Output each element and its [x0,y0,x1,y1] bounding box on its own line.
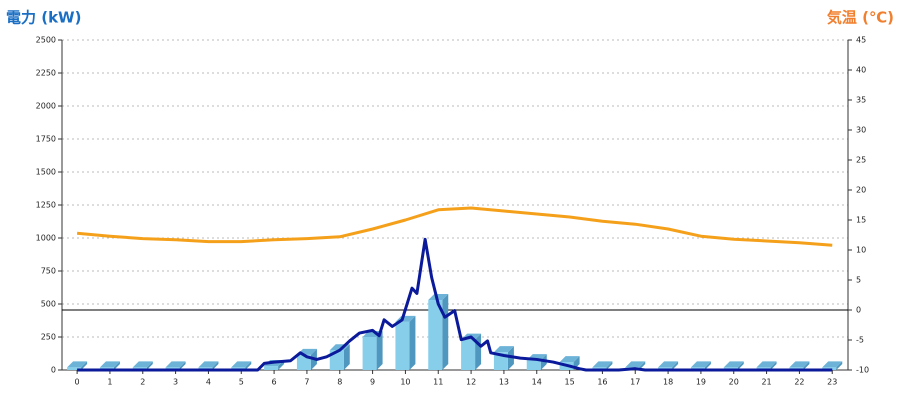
x-tick-label: 22 [794,378,804,387]
x-tick-label: 14 [532,378,542,387]
y2-tick-label: -10 [856,366,869,375]
y2-tick-label: 10 [856,246,866,255]
x-tick-label: 18 [663,378,673,387]
bar-top [822,361,843,368]
bar-top [723,361,744,368]
x-tick-label: 7 [304,378,309,387]
x-tick-label: 11 [433,378,443,387]
x-tick-label: 19 [696,378,706,387]
bar-top [756,361,777,368]
bar-top [592,361,613,368]
y-tick-label: 1500 [36,168,56,177]
bar-side [672,361,679,370]
bar-top [493,346,514,353]
bar [461,339,476,370]
y-tick-label: 2250 [36,69,56,78]
line [77,237,833,372]
bar-side [803,361,810,370]
y-tick-label: 0 [51,366,56,375]
bar [67,367,82,370]
y2-tick-label: 45 [856,36,866,45]
x-tick-label: 16 [597,378,607,387]
line [76,206,833,247]
x-tick-label: 9 [370,378,375,387]
bar-side [146,361,153,370]
x-tick-label: 10 [400,378,410,387]
bar-side [475,333,482,370]
bar [428,300,443,370]
bar-side [81,361,88,370]
bar-top [198,361,219,368]
bar [395,321,410,370]
bar-side [113,361,120,370]
bar-side [704,361,711,370]
bar-side [376,331,383,370]
bar-top [67,361,88,368]
bar-side [639,361,646,370]
bar [264,366,279,370]
x-tick-label: 8 [337,378,342,387]
bar-top [231,361,252,368]
bar-top [99,361,120,368]
bar-side [737,361,744,370]
bar-side [836,361,843,370]
y-axis-title: 電力 (kW) [6,9,81,27]
y-tick-label: 250 [41,333,56,342]
y-tick-label: 2500 [36,36,56,45]
bar-side [343,344,350,370]
y2-tick-label: 30 [856,126,866,135]
x-tick-label: 1 [107,378,112,387]
bar [526,360,541,370]
x-tick-label: 21 [761,378,771,387]
y-tick-label: 1000 [36,234,56,243]
y2-axis-title: 気温 (℃) [827,9,894,27]
bar-top [658,361,679,368]
bar-side [212,361,219,370]
y-tick-label: 2000 [36,102,56,111]
x-tick-label: 6 [272,378,277,387]
bar-top [690,361,711,368]
bar [329,350,344,370]
bar-side [245,361,252,370]
y2-tick-label: 15 [856,216,866,225]
bar-side [179,361,186,370]
y2-tick-label: 20 [856,186,866,195]
bar-side [770,361,777,370]
x-tick-label: 12 [466,378,476,387]
y-tick-label: 1250 [36,201,56,210]
x-tick-label: 5 [239,378,244,387]
bar-side [442,294,449,370]
y-tick-label: 1750 [36,135,56,144]
x-tick-label: 0 [75,378,80,387]
x-tick-label: 2 [140,378,145,387]
bar [362,337,377,370]
bar-top [132,361,153,368]
y2-tick-label: 35 [856,96,866,105]
x-tick-label: 17 [630,378,640,387]
y2-tick-label: 5 [856,276,861,285]
y2-tick-label: 0 [856,306,861,315]
y-tick-label: 750 [41,267,56,276]
x-tick-label: 13 [499,378,509,387]
y-tick-label: 500 [41,300,56,309]
y2-tick-label: -5 [856,336,864,345]
bar-side [606,361,613,370]
bar-top [789,361,810,368]
x-tick-label: 20 [729,378,739,387]
y2-tick-label: 40 [856,66,866,75]
x-tick-label: 3 [173,378,178,387]
bar-top [559,356,580,363]
bar-side [409,315,416,370]
bar-top [428,294,449,301]
x-tick-label: 4 [206,378,211,387]
bar-top [625,361,646,368]
bar-top [165,361,186,368]
x-tick-label: 23 [827,378,837,387]
x-tick-label: 15 [564,378,574,387]
y2-tick-label: 25 [856,156,866,165]
bar [296,354,311,370]
